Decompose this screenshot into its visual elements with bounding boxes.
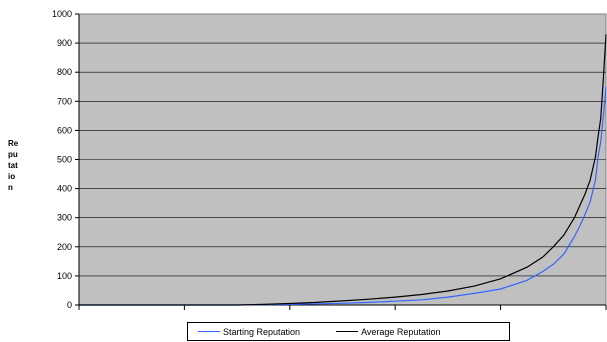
y-tick-label: 300 bbox=[57, 213, 72, 223]
y-tick-label: 600 bbox=[57, 125, 72, 135]
y-axis-label-line: Re bbox=[8, 139, 19, 148]
y-axis-label-line: n bbox=[8, 183, 13, 192]
legend: Starting Reputation Average Reputation bbox=[187, 322, 510, 341]
y-tick-label: 400 bbox=[57, 184, 72, 194]
legend-swatch-average bbox=[336, 331, 359, 332]
legend-swatch-starting bbox=[198, 331, 220, 332]
y-axis-label-line: io bbox=[8, 172, 16, 181]
legend-item-average: Average Reputation bbox=[336, 327, 440, 337]
y-tick-label: 800 bbox=[57, 67, 72, 77]
y-tick-label: 100 bbox=[57, 271, 72, 281]
legend-item-starting: Starting Reputation bbox=[198, 327, 300, 337]
y-tick-label: 0 bbox=[67, 300, 72, 310]
y-tick-label: 700 bbox=[57, 96, 72, 106]
y-tick-label: 500 bbox=[57, 155, 72, 165]
y-tick-label: 900 bbox=[57, 38, 72, 48]
legend-label-average: Average Reputation bbox=[361, 326, 441, 337]
series-line-average-reputation bbox=[79, 34, 607, 306]
y-axis-label: Re pu tat io n bbox=[8, 138, 48, 193]
legend-label-starting: Starting Reputation bbox=[223, 326, 301, 337]
y-tick-label: 1000 bbox=[52, 9, 72, 19]
y-axis-label-line: tat bbox=[8, 161, 18, 170]
y-tick-label: 200 bbox=[57, 242, 72, 252]
y-axis-label-line: pu bbox=[8, 150, 18, 159]
